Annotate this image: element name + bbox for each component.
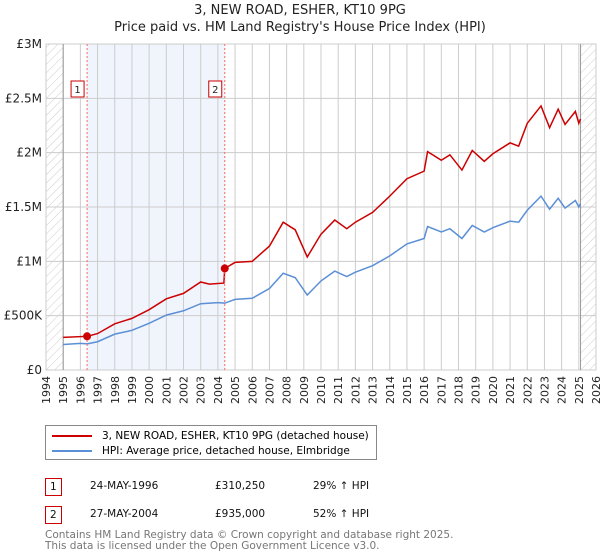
x-tick-label: 2015 <box>401 376 414 404</box>
footer-line-1: Contains HM Land Registry data © Crown c… <box>45 529 454 541</box>
sale-price: £935,000 <box>215 508 266 520</box>
x-tick-label: 2005 <box>229 376 242 404</box>
x-tick-label: 2010 <box>315 376 328 404</box>
sale-date: 27-MAY-2004 <box>90 508 159 520</box>
footer-line-2: This data is licensed under the Open Gov… <box>45 540 380 552</box>
y-tick-label: £2M <box>16 146 42 160</box>
blue-line-swatch <box>52 450 92 452</box>
x-tick-label: 2026 <box>590 376 600 404</box>
x-tick-label: 2007 <box>263 376 276 404</box>
sale-date: 24-MAY-1996 <box>90 480 159 492</box>
x-tick-label: 2003 <box>195 376 208 404</box>
x-tick-label: 2011 <box>332 376 345 404</box>
x-tick-label: 1997 <box>92 376 105 404</box>
y-tick-label: £0 <box>27 363 42 377</box>
x-tick-label: 2018 <box>453 376 466 404</box>
plot-area: 1994 1995 1996 1997 1998 1999 2000 2001 2002 2003… <box>4 37 600 404</box>
x-tick-label: 2001 <box>160 376 173 404</box>
x-tick-label: 2008 <box>281 376 294 404</box>
sale-label: 2 <box>212 85 218 96</box>
sale-badge: 2 <box>45 506 62 524</box>
x-tick-label: 2012 <box>349 376 362 404</box>
x-tick-label: 1999 <box>126 376 139 404</box>
x-tick-label: 2016 <box>418 376 431 404</box>
y-tick-label: £1M <box>16 254 42 268</box>
x-tick-label: 2014 <box>384 376 397 404</box>
x-tick-label: 2013 <box>367 376 380 404</box>
sale-price: £310,250 <box>215 480 266 492</box>
x-tick-label: 2017 <box>435 376 448 404</box>
legend-label: 3, NEW ROAD, ESHER, KT10 9PG (detached h… <box>102 430 369 442</box>
x-tick-label: 1995 <box>57 376 70 404</box>
sale-badge: 1 <box>45 478 62 496</box>
y-tick-label: £1.5M <box>5 200 42 214</box>
x-tick-label: 2000 <box>143 376 156 404</box>
x-tick-label: 1998 <box>109 376 122 404</box>
x-tick-label: 2025 <box>573 376 586 404</box>
sale-point <box>220 264 229 273</box>
sale-hpi: 29% ↑ HPI <box>313 480 370 492</box>
x-tick-label: 2006 <box>246 376 259 404</box>
x-tick-label: 2002 <box>178 376 191 404</box>
chart-subtitle: Price paid vs. HM Land Registry's House … <box>114 20 486 35</box>
x-tick-label: 2023 <box>538 376 551 404</box>
chart-title: 3, NEW ROAD, ESHER, KT10 9PG <box>194 3 406 18</box>
x-tick-label: 2004 <box>212 376 225 404</box>
y-tick-label: £500K <box>4 309 44 323</box>
legend-label: HPI: Average price, detached house, Elmb… <box>102 445 350 457</box>
sale-label-box <box>70 80 85 98</box>
x-tick-label: 1994 <box>40 376 53 404</box>
hpi-series-line <box>63 194 582 346</box>
sale-label: 1 <box>74 85 80 96</box>
sale-label-box <box>208 80 223 98</box>
sale-point <box>83 332 92 341</box>
x-tick-label: 2020 <box>487 376 500 404</box>
x-tick-label: 2019 <box>470 376 483 404</box>
x-tick-label: 2024 <box>556 376 569 404</box>
footer: Contains HM Land Registry data © Crown c… <box>45 530 453 552</box>
legend: 3, NEW ROAD, ESHER, KT10 9PG (detached h… <box>45 425 377 460</box>
x-tick-label: 2021 <box>504 376 517 404</box>
legend-item-hpi: HPI: Average price, detached house, Elmb… <box>52 445 350 457</box>
sale-hpi: 52% ↑ HPI <box>313 508 370 520</box>
y-tick-label: £3M <box>16 37 42 51</box>
y-tick-label: £2.5M <box>5 91 42 105</box>
legend-item-property: 3, NEW ROAD, ESHER, KT10 9PG (detached h… <box>52 430 369 442</box>
red-line-swatch <box>52 435 92 437</box>
property-series-line <box>63 104 582 339</box>
x-tick-label: 2009 <box>298 376 311 404</box>
x-tick-label: 1996 <box>74 376 87 404</box>
x-tick-label: 2022 <box>521 376 534 404</box>
